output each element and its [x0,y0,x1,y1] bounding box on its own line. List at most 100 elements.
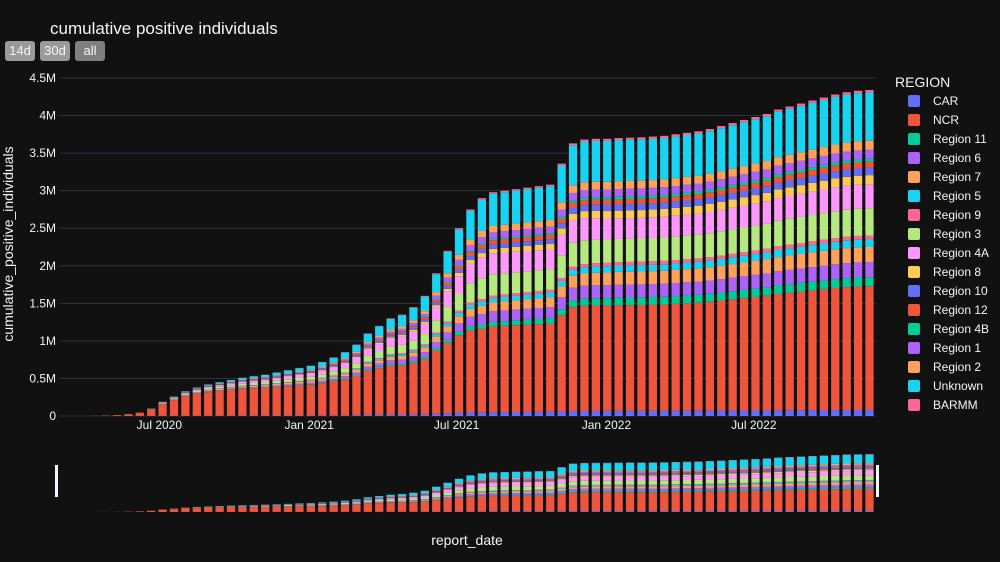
bar-segment [785,163,794,172]
legend-item[interactable]: Region 1 [895,340,981,359]
range-slider-handle-right[interactable] [876,465,879,497]
bar-segment [591,285,600,299]
slider-bar-segment [420,497,429,500]
bar-segment [865,409,874,416]
bar-segment [523,324,532,412]
slider-bar-segment [546,490,555,491]
slider-bar-segment [682,462,692,470]
bar-segment [614,284,623,298]
slider-bar-segment [819,485,829,488]
slider-bar-segment [454,494,464,496]
slider-bar-segment [785,472,794,478]
legend-item[interactable]: Region 4B [895,321,989,340]
bar-segment [454,254,464,260]
bar-segment [318,362,327,367]
bar-segment [454,335,464,413]
bar-segment [728,125,737,169]
bar-stacks[interactable] [90,90,874,416]
slider-bar-segment [580,476,589,481]
bar-segment [842,151,851,161]
bar-segment [842,92,851,95]
slider-bar-segment [648,485,657,487]
bar-segment [511,236,521,239]
bar-segment [500,190,509,193]
legend-item[interactable]: NCR [895,112,959,131]
bar-segment [238,388,247,416]
legend-item[interactable]: Region 5 [895,188,981,207]
bar-segment [694,261,703,269]
bar-segment [808,252,817,268]
range-button-14d[interactable]: 14d [5,41,35,61]
legend-item[interactable]: Region 2 [895,359,981,378]
legend-item[interactable]: Region 6 [895,150,981,169]
bar-segment [842,169,851,177]
legend-item[interactable]: Region 9 [895,207,981,226]
bar-segment [648,217,657,239]
slider-bar-segment [671,462,680,470]
bar-segment [751,119,760,164]
slider-bar-segment [523,480,532,481]
bar-segment [762,287,772,296]
legend-label: Region 12 [933,303,988,317]
bar-segment [306,365,315,370]
bar-segment [842,142,851,152]
slider-bar-segment [705,479,714,484]
y-tick-label: 1.5M [29,296,56,310]
bar-segment [283,382,293,383]
legend-item[interactable]: Region 8 [895,264,981,283]
slider-bar-segment [580,488,589,492]
bar-segment [751,296,760,411]
range-slider[interactable] [55,454,879,512]
slider-bar-segment [158,509,167,512]
range-slider-handle-left[interactable] [55,465,58,497]
slider-bar-segment [523,495,532,512]
slider-bar-segment [534,471,543,478]
legend-item[interactable]: Unknown [895,378,983,397]
legend-item[interactable]: Region 10 [895,283,988,302]
slider-bar-segment [318,503,327,505]
range-button-30d[interactable]: 30d [40,41,70,61]
bar-segment [705,260,714,268]
slider-bar-segment [625,485,635,487]
legend-item[interactable]: Region 7 [895,169,981,188]
bar-segment [523,271,532,293]
bar-segment [306,384,315,416]
slider-bar-segment [728,460,737,469]
bar-segment [272,378,281,381]
slider-bar-segment [717,468,726,470]
bar-segment [375,344,384,352]
legend-item[interactable]: Region 4A [895,245,989,264]
slider-bar-segment [796,476,806,482]
bar-segment [694,268,703,282]
slider-bar-segment [682,488,692,491]
bar-segment [340,362,350,364]
slider-bar-segment [648,484,657,486]
legend-item[interactable]: Region 11 [895,131,987,150]
bar-segment [671,263,680,270]
slider-bar-segment [694,491,703,512]
slider-bar-segment [762,484,772,487]
bar-segment [728,176,737,185]
range-button-all[interactable]: all [75,41,105,61]
slider-bar-segment [625,484,635,486]
bar-segment [249,382,258,386]
slider-bar-segment [568,511,578,512]
slider-bar-segment [568,487,578,490]
bar-segment [831,211,840,238]
bar-segment [819,155,829,165]
bar-segment [614,238,623,263]
bar-segment [340,361,350,363]
legend-item[interactable]: BARMM [895,397,978,416]
bar-segment [432,305,441,308]
legend-label: Region 3 [933,227,982,241]
bar-segment [682,132,692,135]
slider-bar-segment [283,506,293,512]
legend-item[interactable]: CAR [895,93,958,112]
legend-item[interactable]: Region 3 [895,226,981,245]
legend-item[interactable]: Region 12 [895,302,988,321]
bar-segment [774,182,783,190]
slider-bar-segment [523,482,532,487]
bar-segment [454,316,464,324]
bar-segment [774,174,783,178]
slider-bar-segment [614,463,623,471]
